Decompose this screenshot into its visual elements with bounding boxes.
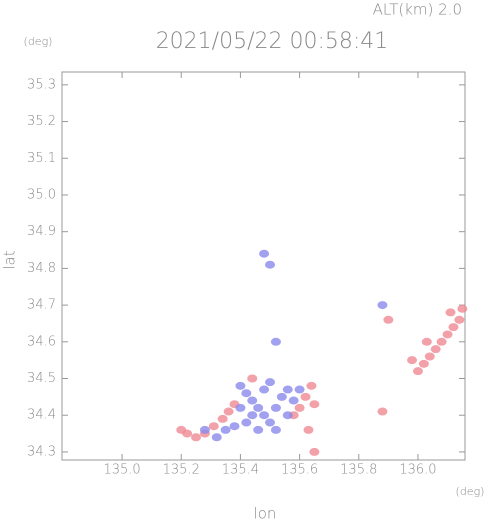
- radar-echo: [407, 356, 418, 365]
- radar-echo: [276, 392, 287, 401]
- radar-echo: [253, 425, 264, 434]
- radar-echo: [220, 425, 231, 434]
- y-tick-label: 35.1: [27, 151, 56, 166]
- radar-echo: [199, 425, 210, 434]
- altitude-label: ALT(km) 2.0: [373, 1, 462, 19]
- radar-echo: [217, 414, 228, 423]
- radar-echo: [182, 429, 193, 438]
- radar-echo: [418, 359, 429, 368]
- radar-echo: [445, 308, 456, 317]
- radar-echo: [309, 447, 320, 456]
- x-tick-label: 135.0: [103, 463, 140, 478]
- radar-echo: [223, 407, 234, 416]
- x-unit: (deg): [456, 485, 485, 498]
- radar-echo: [412, 367, 423, 376]
- radar-echo: [377, 301, 388, 310]
- radar-echo: [270, 337, 281, 346]
- y-tick-label: 35.2: [27, 114, 56, 129]
- radar-echo: [294, 403, 305, 412]
- radar-echo: [306, 381, 317, 390]
- y-tick-label: 34.9: [27, 224, 56, 239]
- radar-echo: [208, 422, 219, 431]
- radar-echo: [424, 352, 435, 361]
- y-axis-label: lat: [1, 250, 19, 269]
- y-tick-label: 34.7: [27, 298, 56, 313]
- radar-echo: [421, 337, 432, 346]
- radar-echo: [448, 323, 459, 332]
- y-tick-label: 34.5: [27, 371, 56, 386]
- y-tick-label: 35.3: [27, 77, 56, 92]
- radar-echo: [454, 315, 465, 324]
- radar-echo: [282, 385, 293, 394]
- radar-echo: [288, 396, 299, 405]
- x-tick-label: 135.8: [340, 463, 377, 478]
- x-tick-label: 135.6: [281, 463, 318, 478]
- radar-echo: [259, 411, 270, 420]
- radar-echo: [294, 385, 305, 394]
- x-tick-label: 136.0: [399, 463, 436, 478]
- radar-echo: [253, 403, 264, 412]
- radar-echo: [229, 422, 240, 431]
- radar-echo: [265, 418, 276, 427]
- radar-echo: [211, 433, 222, 442]
- x-tick-label: 135.4: [222, 463, 259, 478]
- x-tick-label: 135.2: [163, 463, 200, 478]
- radar-echo: [300, 392, 311, 401]
- y-tick-label: 34.8: [27, 261, 56, 276]
- radar-echo: [259, 249, 270, 258]
- radar-echo: [442, 330, 453, 339]
- radar-echo: [247, 374, 258, 383]
- y-tick-label: 35.0: [27, 187, 56, 202]
- y-unit: (deg): [24, 35, 53, 48]
- x-axis-label: lon: [254, 505, 277, 521]
- radar-echo: [377, 407, 388, 416]
- y-tick-label: 34.6: [27, 334, 56, 349]
- radar-echo: [235, 403, 246, 412]
- y-tick-label: 34.3: [27, 444, 56, 459]
- radar-echo: [270, 403, 281, 412]
- plot-frame: [61, 71, 466, 461]
- chart-title: 2021/05/22 00:58:41: [156, 29, 389, 54]
- radar-echo: [457, 304, 468, 313]
- radar-echo: [241, 418, 252, 427]
- radar-echo: [191, 433, 202, 442]
- radar-echo: [270, 425, 281, 434]
- radar-echo: [430, 345, 441, 354]
- radar-echo: [241, 389, 252, 398]
- radar-echo: [303, 425, 314, 434]
- radar-echo: [436, 337, 447, 346]
- radar-echo: [383, 315, 394, 324]
- radar-echo: [282, 411, 293, 420]
- radar-echo: [259, 385, 270, 394]
- y-tick-label: 34.4: [27, 408, 56, 423]
- radar-echo: [265, 260, 276, 269]
- radar-echo: [247, 396, 258, 405]
- radar-echo: [265, 378, 276, 387]
- radar-echo: [309, 400, 320, 409]
- radar-echo: [235, 381, 246, 390]
- radar-echo: [247, 411, 258, 420]
